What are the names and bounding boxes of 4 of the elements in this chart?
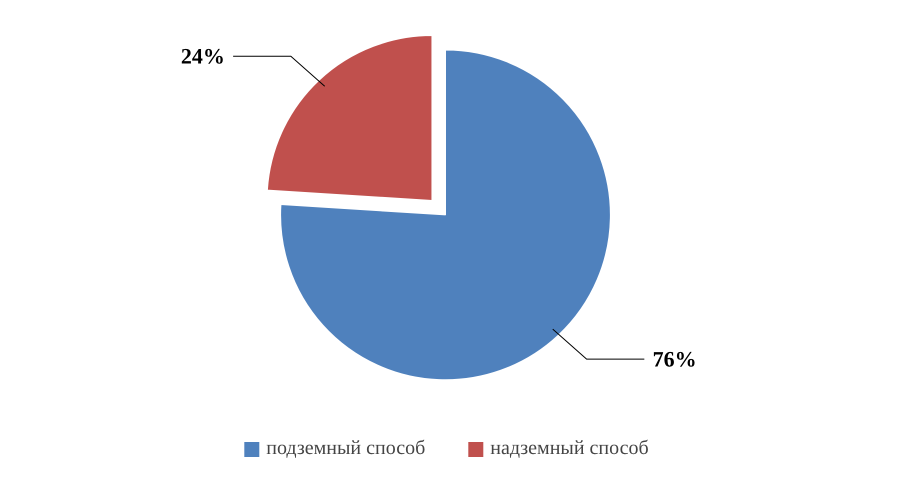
data-label: 76% — [652, 346, 697, 372]
data-label: 24% — [180, 44, 225, 69]
legend-label: подземный способ — [266, 437, 426, 460]
legend-label: надземный способ — [490, 437, 649, 460]
